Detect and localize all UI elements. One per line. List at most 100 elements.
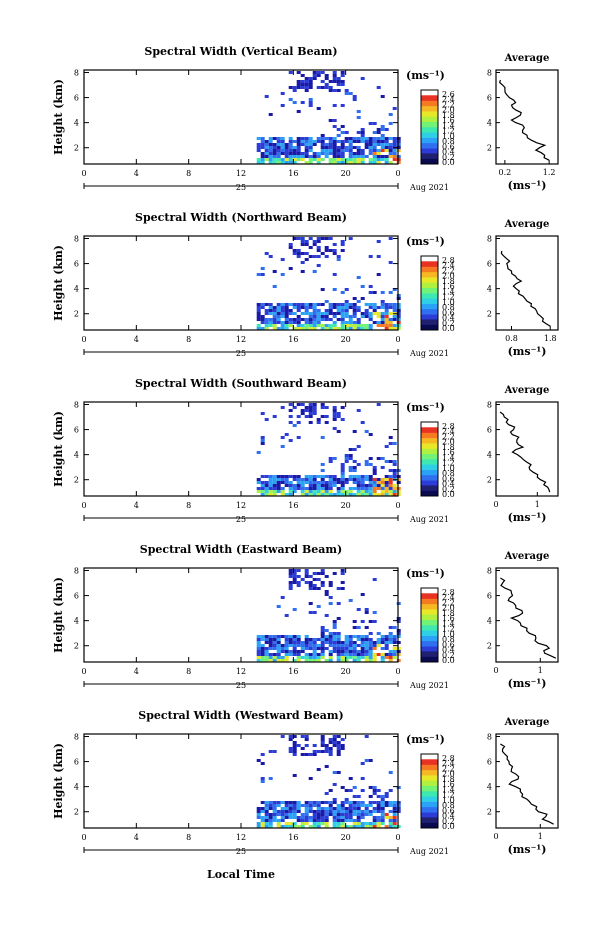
heatmap-cell: [364, 315, 369, 318]
colorbar-tick-label: 0.0: [442, 158, 455, 167]
heatmap-cell: [316, 804, 321, 807]
heatmap-cell: [320, 735, 325, 738]
heatmap-cell: [276, 309, 281, 312]
heatmap-cell: [368, 306, 373, 309]
heatmap-cell: [268, 656, 273, 659]
avg-y-tick-label: 2: [487, 642, 492, 651]
heatmap-cell: [308, 409, 313, 412]
heatmap-cell: [260, 481, 265, 484]
heatmap-cell: [304, 641, 309, 644]
heatmap-cell: [304, 140, 309, 143]
heatmap-cell: [376, 155, 381, 158]
heatmap-cell: [292, 816, 297, 819]
heatmap-cell: [260, 475, 265, 478]
heatmap-cell: [380, 638, 385, 641]
heatmap-cell: [296, 158, 301, 161]
heatmap-cell: [276, 487, 281, 490]
heatmap-cell: [276, 161, 281, 164]
heatmap-cell: [260, 825, 265, 828]
heatmap-cell: [332, 810, 337, 813]
heatmap-cell: [280, 659, 285, 662]
heatmap-cell: [340, 249, 345, 252]
heatmap-cell: [268, 641, 273, 644]
heatmap-cell: [348, 819, 353, 822]
heatmap-cell: [328, 149, 333, 152]
heatmap-cell: [344, 161, 349, 164]
colorbar-swatch: [421, 769, 438, 776]
heatmap-cell: [260, 442, 265, 445]
heatmap-cell: [384, 158, 389, 161]
heatmap-cell: [308, 659, 313, 662]
heatmap-cell: [308, 98, 313, 101]
heatmap-cell: [380, 641, 385, 644]
heatmap-cell: [328, 119, 333, 122]
heatmap-cell: [364, 312, 369, 315]
colorbar-swatch: [421, 490, 438, 496]
heatmap-cell: [388, 481, 393, 484]
heatmap-cell: [300, 412, 305, 415]
heatmap-cell: [340, 804, 345, 807]
heatmap-cell: [340, 786, 345, 789]
heatmap-cell: [292, 155, 297, 158]
heatmap-cell: [368, 303, 373, 306]
heatmap-cell: [312, 155, 317, 158]
heatmap-cell: [336, 744, 341, 747]
heatmap-cell: [292, 306, 297, 309]
heatmap-cell: [280, 825, 285, 828]
heatmap-cell: [260, 161, 265, 164]
heatmap-cell: [344, 309, 349, 312]
heatmap-cell: [316, 638, 321, 641]
heatmap-cell: [332, 741, 337, 744]
heatmap-cell: [388, 321, 393, 324]
heatmap-cell: [320, 635, 325, 638]
heatmap-cell: [308, 653, 313, 656]
heatmap-cell: [352, 297, 357, 300]
heatmap-cell: [388, 113, 393, 116]
heatmap-cell: [384, 478, 389, 481]
heatmap-cell: [256, 653, 261, 656]
heatmap-cell: [320, 406, 325, 409]
heatmap-cell: [284, 315, 289, 318]
heatmap-cell: [396, 647, 401, 650]
heatmap-cell: [392, 149, 397, 152]
heatmap-cell: [348, 149, 353, 152]
heatmap-cell: [272, 318, 277, 321]
heatmap-cell: [336, 128, 341, 131]
heatmap-cell: [264, 252, 269, 255]
heatmap-cell: [392, 155, 397, 158]
heatmap-cell: [376, 795, 381, 798]
heatmap-cell: [324, 143, 329, 146]
heatmap-cell: [340, 572, 345, 575]
heatmap-cell: [256, 638, 261, 641]
heatmap-cell: [260, 810, 265, 813]
heatmap-cell: [280, 596, 285, 599]
heatmap-cell: [256, 309, 261, 312]
heatmap-cell: [284, 653, 289, 656]
heatmap-cell: [264, 318, 269, 321]
heatmap-cell: [312, 475, 317, 478]
heatmap-cell: [372, 484, 377, 487]
heatmap-cell: [368, 632, 373, 635]
heatmap-cell: [376, 789, 381, 792]
heatmap-cell: [264, 641, 269, 644]
heatmap-cell: [336, 753, 341, 756]
heatmap-cell: [396, 146, 401, 149]
heatmap-cell: [316, 578, 321, 581]
heatmap-cell: [320, 146, 325, 149]
avg-x-label: (ms⁻¹): [508, 345, 547, 358]
heatmap-cell: [356, 813, 361, 816]
heatmap-cell: [340, 469, 345, 472]
heatmap-cell: [372, 158, 377, 161]
heatmap-cell: [380, 490, 385, 493]
heatmap-cell: [320, 481, 325, 484]
heatmap-cell: [276, 152, 281, 155]
heatmap-cell: [348, 327, 353, 330]
heatmap-cell: [388, 161, 393, 164]
heatmap-cell: [300, 804, 305, 807]
heatmap-cell: [360, 593, 365, 596]
heatmap-cell: [308, 611, 313, 614]
colorbar-tick-label: 2.6: [442, 90, 455, 99]
heatmap-cell: [324, 415, 329, 418]
heatmap-cell: [288, 149, 293, 152]
